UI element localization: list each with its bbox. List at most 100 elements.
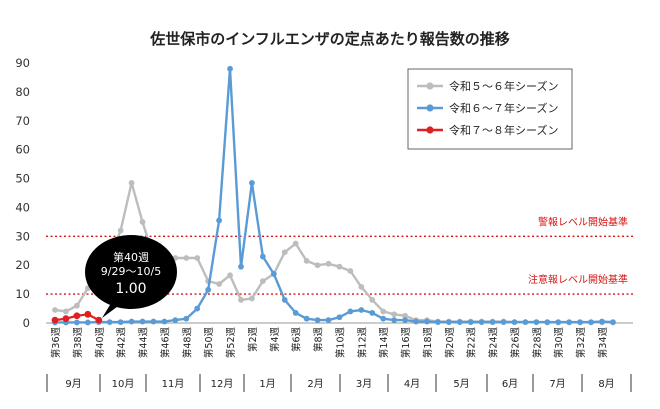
data-point [238,263,244,270]
data-point [314,262,321,269]
y-tick-label: 50 [15,172,30,186]
reference-line-label: 警報レベル開始基準 [538,215,628,228]
data-point [577,319,584,326]
data-point [336,314,343,321]
callout-week: 第40週 [113,250,149,264]
x-tick-label: 第22週 [466,327,478,359]
month-label: 1月 [259,378,275,390]
data-point [435,319,441,326]
data-point [402,312,408,319]
data-point [358,307,365,313]
data-point [456,319,463,326]
legend-swatch-marker [426,104,434,112]
x-tick-label: 第42週 [116,327,128,359]
month-label: 2月 [307,378,323,390]
y-tick-label: 40 [15,200,30,214]
x-tick-label: 第26週 [509,327,521,359]
month-label: 9月 [65,378,81,390]
data-point [391,317,398,324]
data-point [259,253,266,260]
x-tick-label: 第14週 [378,327,390,359]
data-point [216,217,223,224]
y-tick-label: 10 [15,287,30,301]
data-point [249,295,255,302]
data-point [194,255,201,261]
data-point [73,319,80,326]
month-label: 4月 [404,378,420,390]
data-point [511,319,518,326]
x-tick-label: 第16週 [400,327,412,359]
y-tick-label: 0 [23,316,30,330]
x-tick-label: 第30週 [553,327,565,359]
legend-label: 令和７～８年シーズン [449,123,558,137]
x-tick-label: 第2週 [247,327,259,353]
data-point [106,319,113,326]
y-tick-label: 60 [15,143,30,157]
month-label: 8月 [598,378,614,390]
y-tick-label: 80 [15,85,30,99]
data-point [489,319,496,326]
y-tick-label: 90 [15,56,30,70]
y-tick-label: 30 [15,229,30,243]
data-point [500,319,507,326]
month-label: 5月 [453,378,469,390]
data-point [424,318,430,325]
data-point [325,260,332,267]
x-tick-label: 第32週 [575,327,587,359]
data-point [292,240,299,247]
data-point [117,319,124,326]
data-point [402,317,408,324]
data-point [588,319,594,326]
month-label: 11月 [162,378,185,390]
x-tick-label: 第12週 [356,327,368,359]
data-point [51,316,59,324]
x-tick-label: 第8週 [313,327,325,353]
data-point [281,296,288,303]
data-point [281,249,288,256]
data-point [139,218,146,225]
month-label: 3月 [356,378,372,390]
data-point [73,312,81,320]
callout-bubble [85,235,177,309]
chart-title: 佐世保市のインフルエンザの定点あたり報告数の推移 [149,30,510,48]
data-point [62,315,70,323]
data-point [183,255,190,261]
data-point [238,296,244,303]
data-point [183,315,190,322]
data-point [270,270,277,277]
data-point [249,179,255,186]
data-point [52,307,58,313]
legend-swatch-marker [426,82,434,90]
x-tick-label: 第34週 [597,327,609,359]
series-line [55,67,613,324]
data-point [314,317,321,324]
y-tick-label: 20 [15,258,30,272]
x-tick-label: 第50週 [203,327,215,359]
x-tick-label: 第40週 [94,327,106,359]
data-point [358,283,365,290]
data-point [95,316,103,324]
data-point [522,319,529,326]
data-point [369,296,376,303]
data-point [566,319,573,326]
axes: 0102030405060708090第36週 第38週 第40週 第42週 第44週第… [15,56,632,392]
legend-label: 令和６～７年シーズン [449,101,558,115]
data-point [555,319,562,326]
data-point [347,308,354,315]
data-point [259,278,266,285]
data-point [161,318,168,325]
x-tick-label: 第4週 [269,327,281,353]
data-point [380,308,387,315]
data-point [467,319,474,326]
data-point [227,272,233,279]
data-point [73,302,80,309]
data-point [63,308,69,315]
data-point [413,318,419,325]
data-point [84,319,91,326]
data-point [610,319,616,326]
legend-swatch-marker [426,126,434,134]
data-point [478,319,485,326]
